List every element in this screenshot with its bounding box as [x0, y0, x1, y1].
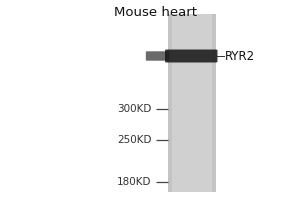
Bar [168, 14, 216, 192]
Bar [212, 14, 216, 192]
Text: 300KD: 300KD [117, 104, 152, 114]
Text: RYR2: RYR2 [225, 49, 255, 62]
Text: 250KD: 250KD [117, 135, 152, 145]
FancyBboxPatch shape [165, 49, 217, 62]
Text: Mouse heart: Mouse heart [115, 6, 197, 19]
Bar [168, 14, 172, 192]
FancyBboxPatch shape [146, 51, 169, 61]
Text: 180KD: 180KD [117, 177, 152, 187]
